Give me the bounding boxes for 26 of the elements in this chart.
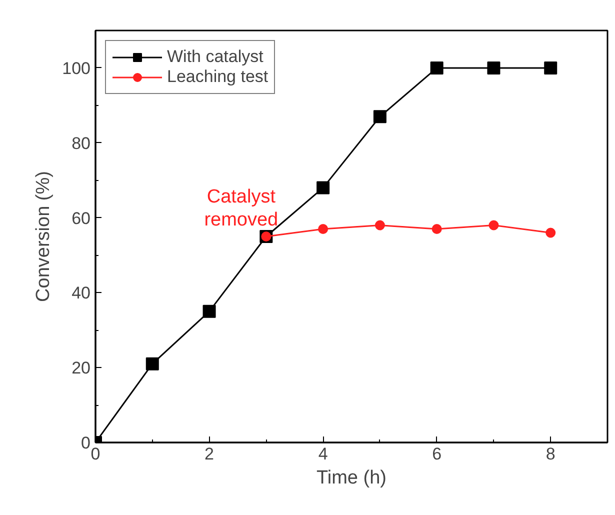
x-tick-label: 6 [432, 444, 442, 464]
point [487, 61, 500, 74]
y-tick-label: 80 [72, 134, 91, 153]
legend-label: With catalyst [167, 47, 264, 67]
point [318, 224, 328, 234]
y-tick-label: 60 [72, 208, 91, 228]
x-tick-label: 4 [318, 444, 328, 464]
point [374, 220, 385, 230]
annotation: Catalyst removed [204, 186, 278, 230]
x-axis-title: Time (h) [316, 468, 387, 488]
point [546, 228, 556, 238]
y-axis-title: Conversion (%) [33, 171, 54, 302]
y-tick-label: 20 [72, 358, 91, 378]
point [544, 61, 558, 74]
y-tick-label: 100 [62, 58, 91, 78]
point [202, 304, 216, 318]
x-tick-label: 2 [204, 444, 214, 464]
point [316, 181, 330, 194]
x-tick-label: 8 [546, 444, 556, 464]
point [430, 61, 444, 74]
point [432, 224, 442, 234]
y-tick-label: 40 [72, 284, 91, 303]
point [146, 357, 159, 370]
legend-label: Leaching test [167, 67, 268, 87]
point [373, 110, 386, 124]
point [488, 220, 499, 230]
